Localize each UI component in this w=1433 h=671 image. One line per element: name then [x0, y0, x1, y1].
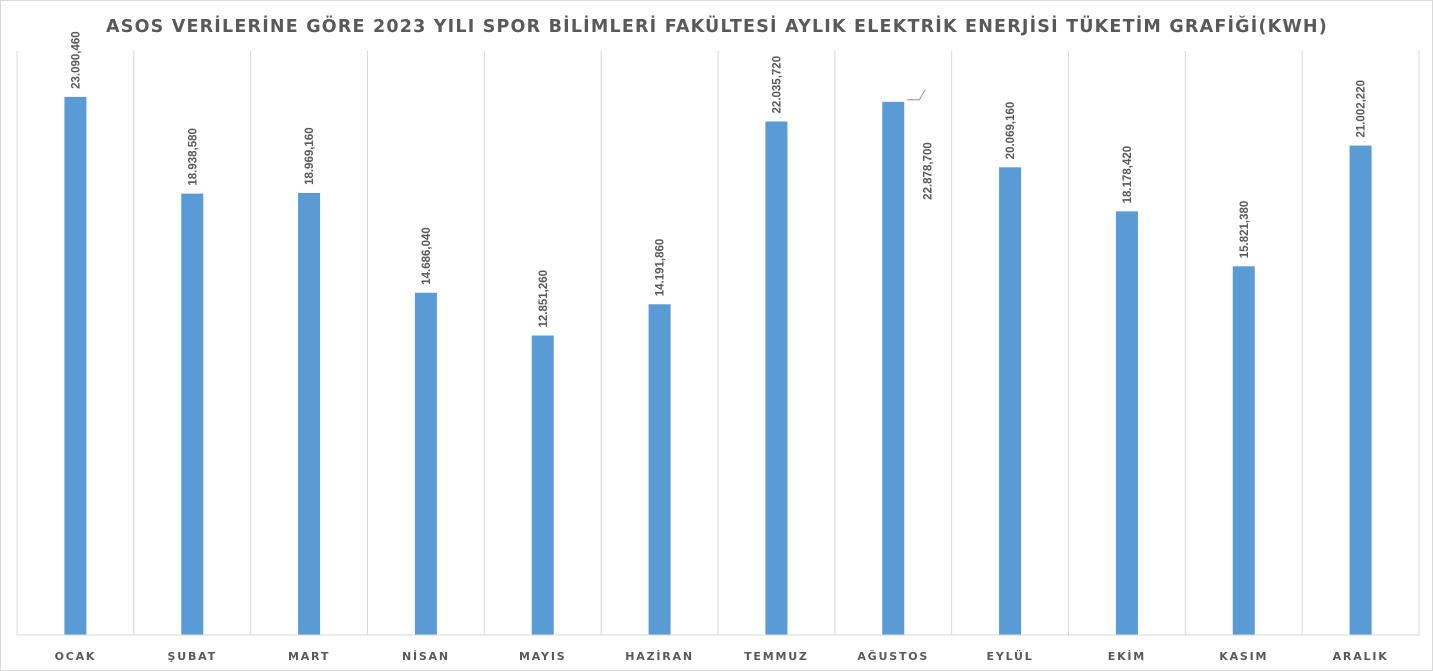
bar-11: [1232, 266, 1255, 635]
bar-5: [531, 335, 554, 635]
data-labels: 23.090,460 18.938,580 18.969,160 14.686,040…: [70, 31, 1367, 327]
data-label-7: 22.035,720: [771, 56, 783, 114]
data-label-3: 18.969,160: [304, 127, 316, 185]
data-label-1: 23.090,460: [70, 31, 82, 89]
x-tick-label: MAYIS: [519, 650, 566, 663]
bar-1: [64, 96, 87, 635]
gridlines: [16, 51, 1420, 635]
x-tick-label: ARALIK: [1333, 650, 1389, 663]
bar-9: [999, 167, 1022, 635]
bar-2: [181, 193, 204, 635]
data-label-4: 14.686,040: [421, 227, 433, 285]
x-tick-label: AĞUSTOS: [857, 650, 929, 663]
bar-10: [1115, 211, 1138, 636]
data-label-10: 18.178,420: [1122, 146, 1134, 204]
x-tick-label: EYLÜL: [987, 649, 1034, 663]
bar-6: [648, 304, 671, 635]
x-tick-label: TEMMUZ: [744, 650, 809, 663]
x-tick-label: ŞUBAT: [168, 650, 217, 663]
bar-8: [882, 101, 905, 635]
data-label-5: 12.851,260: [538, 270, 550, 328]
x-tick-label: NİSAN: [402, 649, 450, 663]
data-label-12: 21.002,220: [1356, 80, 1368, 138]
bar-3: [298, 192, 321, 635]
data-label-8: 22.878,700: [922, 142, 934, 200]
bar-12: [1349, 145, 1372, 636]
data-label-9: 20.069,160: [1005, 102, 1017, 160]
x-tick-label: EKİM: [1108, 649, 1146, 663]
x-tick-label: MART: [288, 650, 330, 663]
bar-7: [765, 121, 788, 635]
x-axis-ticks: OCAK ŞUBAT MART NİSAN MAYIS HAZİRAN TEMMUZ AĞUS…: [55, 649, 1389, 663]
data-label-6: 14.191,860: [655, 239, 667, 297]
data-label-leader: [907, 89, 926, 101]
data-label-2: 18.938,580: [187, 128, 199, 186]
x-tick-label: HAZİRAN: [625, 649, 694, 663]
bars: [64, 96, 1372, 636]
bar-4: [414, 292, 437, 635]
x-tick-label: OCAK: [55, 650, 97, 663]
x-tick-label: KASIM: [1219, 650, 1268, 663]
chart-title: ASOS VERİLERİNE GÖRE 2023 YILI SPOR BİLİ…: [106, 15, 1328, 37]
data-label-11: 15.821,380: [1239, 201, 1251, 259]
